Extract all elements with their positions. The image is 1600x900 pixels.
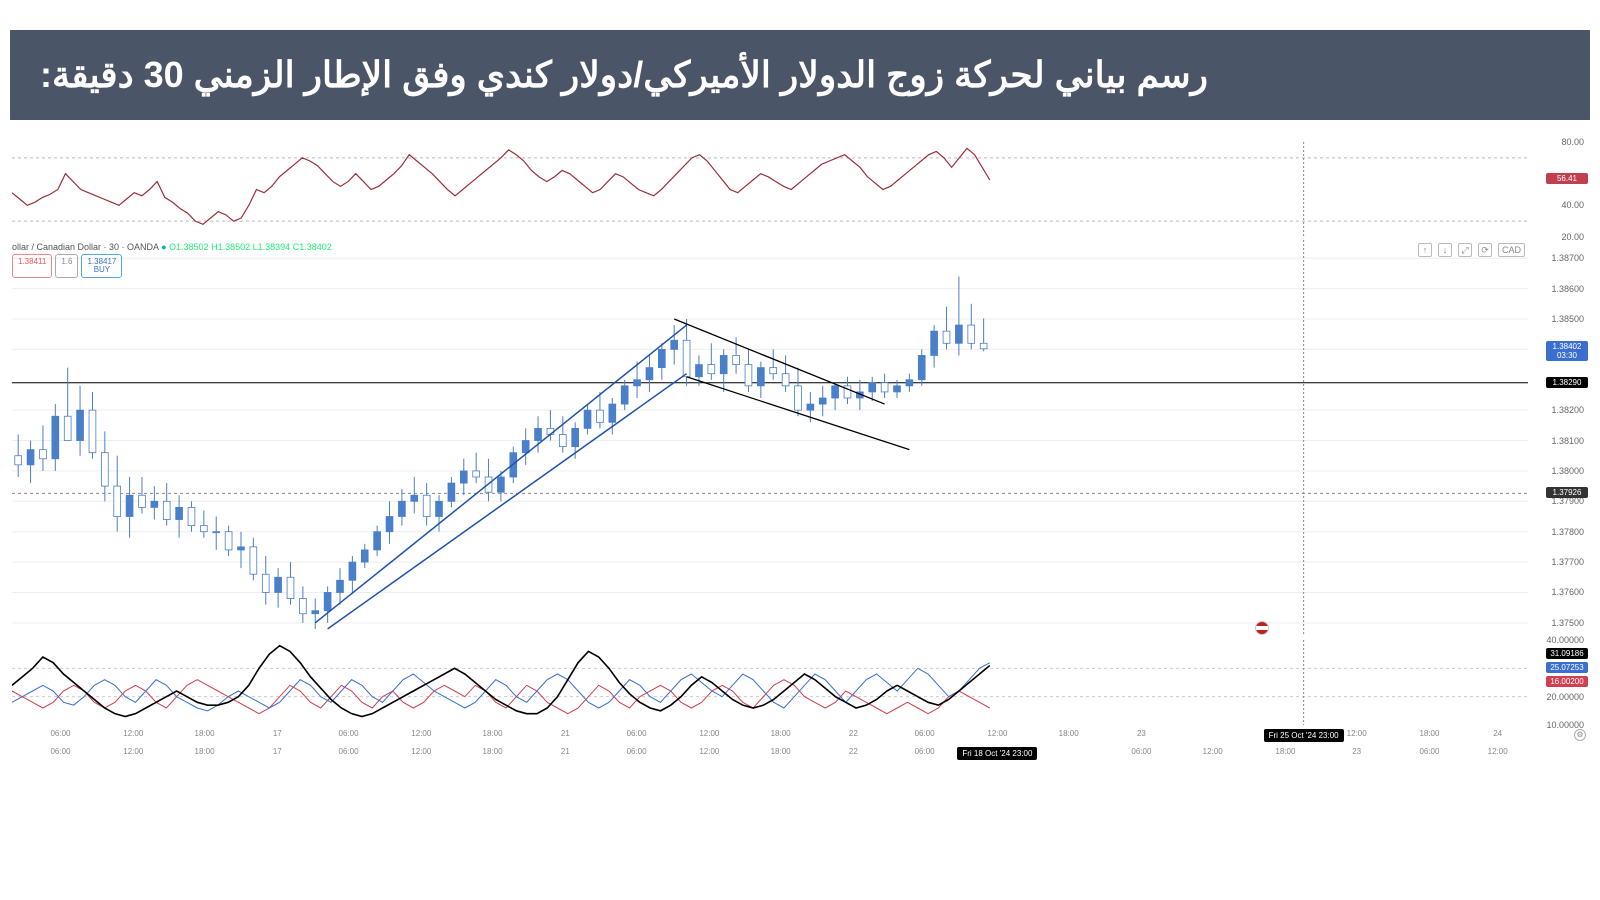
dmi-panel: 10.0000020.0000040.0000031.0918625.07253… [12, 640, 1588, 725]
time-axis: 06:0012:0018:001706:0012:0018:002106:001… [12, 727, 1588, 762]
ohlc-values: O1.38502 H1.38502 L1.38394 C1.38402 [169, 242, 332, 252]
sell-button[interactable]: 1.38411 [12, 254, 52, 278]
price-yaxis: 1.375001.376001.377001.378001.379001.380… [1533, 240, 1588, 635]
settings-gear-icon[interactable]: ⚙ [1574, 729, 1586, 741]
rsi-panel: 20.0040.0080.0056.41 [12, 142, 1588, 237]
status-dot-icon: ● [161, 242, 169, 252]
currency-label[interactable]: CAD [1498, 243, 1525, 257]
fullscreen-icon[interactable]: ⤢ [1458, 243, 1472, 257]
refresh-icon[interactable]: ⟳ [1478, 243, 1492, 257]
rsi-plot[interactable] [12, 142, 1528, 237]
time-labels: 06:0012:0018:001706:0012:0018:002106:001… [12, 727, 1528, 762]
title-text: رسم بياني لحركة زوج الدولار الأميركي/دول… [40, 54, 1208, 96]
buy-button[interactable]: 1.38417BUY [81, 254, 122, 278]
rsi-yaxis: 20.0040.0080.0056.41 [1533, 142, 1588, 237]
spread-value: 1.6 [55, 254, 78, 278]
symbol-info: ollar / Canadian Dollar · 30 · OANDA ● O… [12, 242, 332, 252]
sell-buy-widget: 1.38411 1.6 1.38417BUY [12, 254, 122, 278]
dmi-yaxis: 10.0000020.0000040.0000031.0918625.07253… [1533, 640, 1588, 725]
arrow-down-icon[interactable]: ↓ [1438, 243, 1452, 257]
symbol-text: ollar / Canadian Dollar · 30 · OANDA [12, 242, 159, 252]
dmi-plot[interactable] [12, 640, 1528, 725]
arrow-up-icon[interactable]: ↑ [1418, 243, 1432, 257]
price-plot[interactable] [12, 240, 1528, 635]
price-panel: ollar / Canadian Dollar · 30 · OANDA ● O… [12, 240, 1588, 635]
chart-toolbar: ↑ ↓ ⤢ ⟳ CAD [1418, 243, 1525, 257]
page-title: رسم بياني لحركة زوج الدولار الأميركي/دول… [10, 30, 1590, 120]
